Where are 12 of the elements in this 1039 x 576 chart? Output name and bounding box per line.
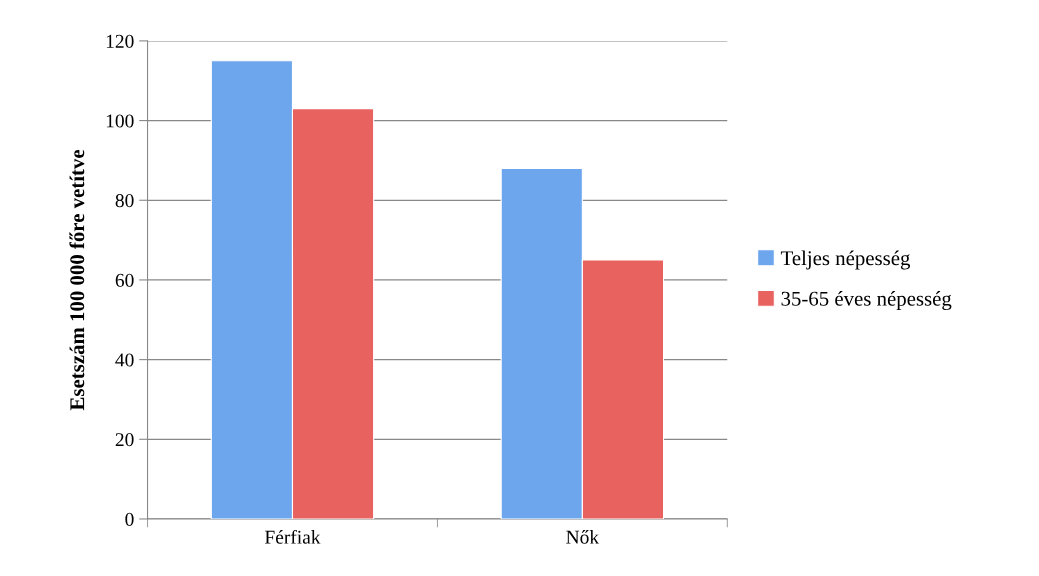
x-tick-label: Nők — [566, 530, 600, 544]
y-tick-label: 100 — [106, 114, 134, 128]
y-axis-title: Esetszám 100 000 főre vetítve — [69, 149, 85, 411]
legend-label: Teljes népesség — [780, 250, 911, 270]
y-tick-label: 60 — [115, 273, 134, 287]
y-tick-label: 20 — [115, 433, 134, 447]
y-tick-label: 40 — [115, 353, 134, 367]
y-tick-label: 80 — [115, 194, 134, 208]
y-tick-label: 0 — [125, 512, 134, 526]
x-tick-label: Férfiak — [264, 529, 321, 544]
legend-label: 35-65 éves népesség — [781, 291, 952, 311]
y-tick-label: 120 — [106, 34, 134, 48]
